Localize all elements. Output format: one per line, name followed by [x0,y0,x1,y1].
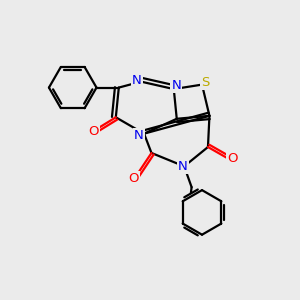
Text: N: N [132,74,142,87]
Text: O: O [128,172,139,185]
Text: O: O [88,125,99,138]
Text: N: N [178,160,188,173]
Text: O: O [227,152,238,165]
Text: N: N [134,129,144,142]
Text: N: N [171,79,181,92]
Text: S: S [201,76,210,89]
